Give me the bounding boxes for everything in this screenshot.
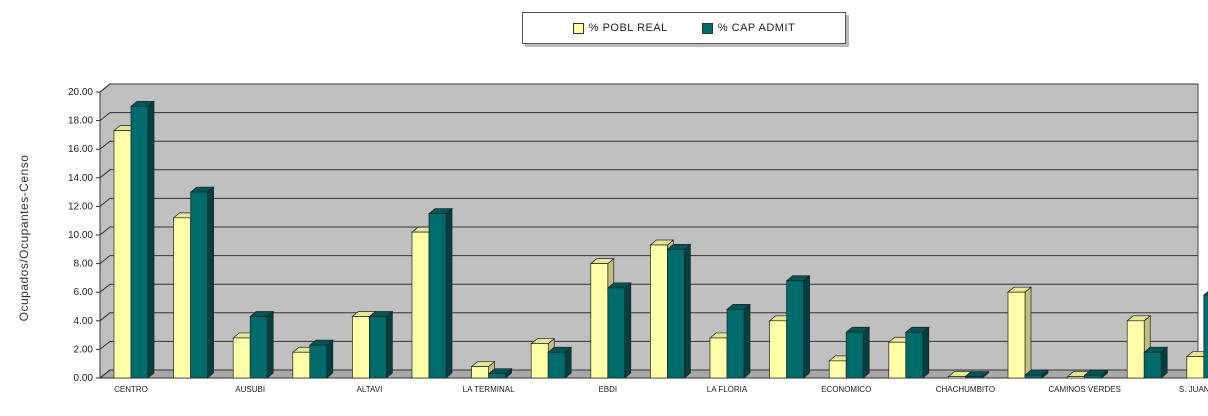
gridline bbox=[99, 283, 1198, 293]
bar-cap-admit bbox=[428, 213, 447, 379]
y-tick-label: 12.00 bbox=[68, 201, 93, 212]
bar-pobl-real bbox=[292, 351, 311, 379]
x-tick-label: CHACHUMBITO bbox=[936, 385, 995, 394]
bar-pobl-real bbox=[471, 366, 489, 379]
gridline bbox=[99, 312, 1198, 322]
gridline bbox=[99, 226, 1198, 236]
bar-cap-admit bbox=[130, 105, 149, 379]
bar-cap-admit bbox=[845, 331, 864, 379]
bar-side bbox=[147, 100, 155, 379]
x-tick-label: AUSUBI bbox=[235, 385, 265, 394]
bar-cap-admit bbox=[547, 351, 566, 379]
gridline bbox=[99, 255, 1198, 264]
bar-pobl-real bbox=[1007, 291, 1026, 379]
legend-swatch-cap-admit bbox=[701, 22, 713, 34]
bar-side bbox=[862, 326, 870, 379]
bar-pobl-real bbox=[828, 360, 847, 379]
bar-cap-admit bbox=[965, 376, 983, 379]
x-tick-label: ECONOMICO bbox=[821, 385, 871, 394]
bar-side bbox=[386, 310, 393, 379]
y-tick-label: 16.00 bbox=[68, 144, 93, 155]
bar-side bbox=[624, 282, 632, 379]
gridline bbox=[99, 83, 1198, 93]
bar-pobl-real bbox=[590, 263, 609, 379]
legend-label-cap-admit: % CAP ADMIT bbox=[717, 22, 796, 34]
legend-item-cap-admit: % CAP ADMIT bbox=[701, 22, 796, 34]
bar-side bbox=[1024, 286, 1032, 379]
bar-cap-admit bbox=[488, 373, 506, 379]
bar-pobl-real bbox=[352, 316, 370, 379]
y-tick-label: 6.00 bbox=[74, 287, 94, 298]
bar-pobl-real bbox=[1126, 320, 1145, 379]
gridline bbox=[99, 169, 1198, 179]
y-tick-label: 18.00 bbox=[68, 116, 93, 127]
x-tick-label: CAMINOS VERDES bbox=[1048, 385, 1120, 394]
legend: % POBL REAL % CAP ADMIT bbox=[522, 12, 846, 44]
bar-cap-admit bbox=[309, 344, 328, 379]
bar-side bbox=[207, 186, 214, 379]
bar-pobl-real bbox=[709, 337, 728, 379]
bar-side bbox=[445, 207, 453, 379]
bar-pobl-real bbox=[888, 341, 907, 379]
bar-cap-admit bbox=[1143, 351, 1162, 379]
y-tick-label: 8.00 bbox=[74, 259, 94, 270]
x-tick-label: EBDI bbox=[598, 385, 617, 394]
x-tick-label: CENTRO bbox=[114, 385, 148, 394]
legend-item-pobl-real: % POBL REAL bbox=[572, 22, 668, 34]
bar-top bbox=[1202, 291, 1208, 296]
gridline bbox=[99, 140, 1198, 150]
x-tick-label: ALTAVI bbox=[357, 385, 383, 394]
bar-cap-admit bbox=[607, 287, 626, 379]
bar-cap-admit bbox=[1203, 294, 1208, 379]
y-tick-label: 2.00 bbox=[74, 344, 94, 355]
legend-label-pobl-real: % POBL REAL bbox=[588, 22, 668, 34]
bar-cap-admit bbox=[249, 316, 268, 379]
x-tick-label: LA FLORIA bbox=[707, 385, 748, 394]
bar-pobl-real bbox=[769, 320, 787, 379]
bar-cap-admit bbox=[190, 191, 208, 379]
bar-side bbox=[326, 339, 334, 379]
bar-pobl-real bbox=[173, 217, 191, 379]
bar-cap-admit bbox=[726, 309, 745, 379]
bar-cap-admit bbox=[1084, 374, 1102, 379]
gridline bbox=[99, 340, 1198, 350]
bar-cap-admit bbox=[786, 280, 804, 379]
bar-side bbox=[684, 243, 691, 379]
bar-pobl-real bbox=[232, 337, 251, 379]
bar-cap-admit bbox=[667, 248, 685, 379]
bar-pobl-real bbox=[1067, 376, 1085, 379]
y-axis-label: Ocupados/Ocupantes-Censo bbox=[17, 154, 31, 322]
gridline bbox=[99, 197, 1198, 207]
bar-cap-admit bbox=[905, 331, 924, 379]
y-tick-label: 0.00 bbox=[74, 373, 94, 384]
y-tick-label: 20.00 bbox=[68, 87, 93, 98]
bar-pobl-real bbox=[113, 130, 132, 379]
bar-side bbox=[803, 275, 810, 379]
bar-side bbox=[922, 326, 930, 379]
gridline bbox=[99, 112, 1198, 121]
legend-swatch-pobl-real bbox=[572, 22, 584, 34]
bar-pobl-real bbox=[530, 343, 549, 379]
bar-pobl-real bbox=[411, 231, 430, 379]
bar-cap-admit bbox=[369, 316, 387, 379]
y-tick-label: 4.00 bbox=[74, 316, 94, 327]
y-tick-label: 10.00 bbox=[68, 230, 93, 241]
bar-pobl-real bbox=[650, 244, 668, 379]
bar-pobl-real bbox=[1186, 356, 1205, 379]
bar-pobl-real bbox=[948, 376, 966, 379]
bar-cap-admit bbox=[1024, 374, 1043, 379]
x-tick-label: LA TERMINAL bbox=[463, 385, 515, 394]
y-tick-label: 14.00 bbox=[68, 173, 93, 184]
bar-side bbox=[743, 303, 751, 379]
x-tick-label: S. JUAN SUR bbox=[1179, 385, 1208, 394]
bar-side bbox=[266, 310, 274, 379]
